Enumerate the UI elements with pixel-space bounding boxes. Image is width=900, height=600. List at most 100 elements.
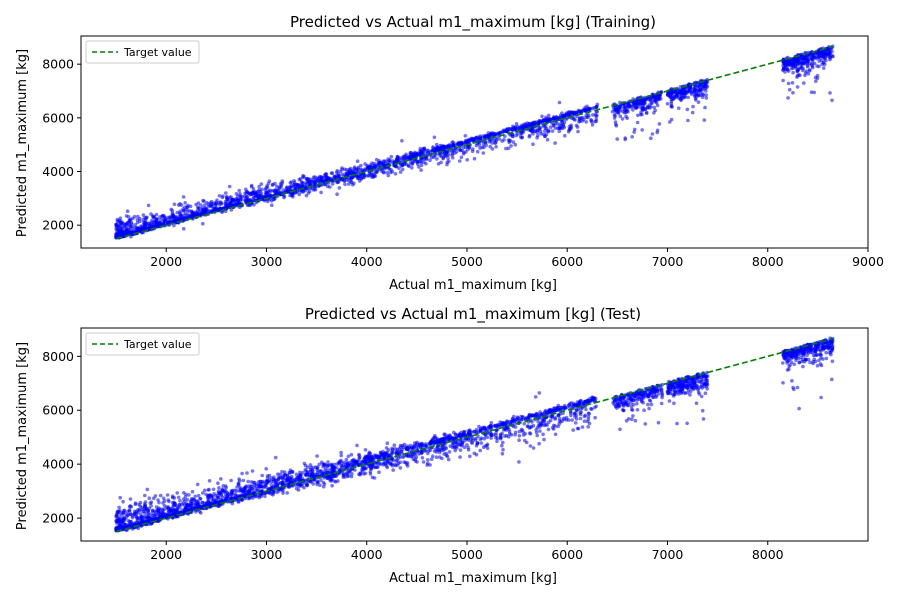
scatter-point (145, 487, 150, 492)
scatter-point (344, 457, 349, 462)
scatter-point (644, 111, 649, 115)
scatter-point (196, 493, 201, 498)
scatter-point (450, 140, 455, 145)
scatter-point (431, 148, 435, 153)
scatter-point (803, 59, 808, 64)
scatter-point (649, 136, 653, 140)
scatter-point (640, 112, 644, 117)
scatter-point (486, 133, 491, 137)
scatter-point (397, 166, 401, 170)
scatter-point (506, 146, 511, 151)
scatter-point (795, 60, 800, 65)
y-tick-label: 6000 (42, 110, 74, 125)
scatter-point (498, 435, 503, 440)
scatter-point (475, 441, 480, 446)
scatter-point (162, 219, 167, 224)
scatter-point (304, 483, 309, 488)
scatter-point (632, 127, 637, 132)
scatter-point (127, 504, 132, 509)
scatter-point (390, 462, 394, 466)
scatter-point (631, 108, 635, 112)
scatter-point (319, 175, 323, 179)
scatter-point (508, 138, 512, 143)
scatter-point (343, 182, 347, 187)
scatter-point (171, 212, 175, 217)
scatter-point (479, 441, 484, 445)
scatter-point (511, 140, 516, 144)
scatter-point (172, 202, 177, 207)
scatter-point (500, 443, 504, 448)
scatter-point (252, 203, 256, 207)
scatter-point (233, 200, 238, 204)
scatter-point (234, 192, 239, 196)
scatter-point (295, 183, 300, 187)
scatter-point (438, 154, 442, 158)
scatter-point (690, 110, 695, 115)
scatter-point (514, 122, 519, 126)
scatter-point (429, 457, 434, 462)
scatter-point (330, 171, 335, 175)
chart-title: Predicted vs Actual m1_maximum [kg] (Tes… (305, 305, 641, 324)
scatter-point (319, 190, 323, 195)
scatter-point (248, 192, 253, 197)
scatter-point (165, 493, 170, 497)
scatter-point (249, 184, 254, 189)
scatter-point (457, 159, 462, 163)
scatter-point (593, 415, 597, 420)
scatter-point (517, 429, 522, 434)
scatter-point (199, 511, 203, 515)
scatter-point (535, 425, 540, 430)
scatter-point (299, 180, 304, 184)
x-tick-label: 4000 (351, 254, 383, 269)
scatter-point (335, 169, 340, 173)
scatter-point (377, 470, 381, 475)
scatter-point (626, 104, 630, 108)
scatter-point (385, 170, 390, 175)
scatter-point (367, 166, 372, 171)
scatter-point (586, 411, 591, 416)
scatter-point (261, 479, 265, 484)
scatter-point (610, 109, 615, 114)
scatter-point (406, 163, 411, 168)
scatter-point (694, 98, 698, 102)
scatter-point (305, 177, 310, 182)
scatter-point (313, 187, 318, 192)
scatter-point (297, 192, 302, 197)
training-subplot: Predicted vs Actual m1_maximum [kg] (Tra… (15, 13, 884, 293)
scatter-point (237, 188, 241, 193)
scatter-point (256, 195, 261, 199)
scatter-point (557, 100, 562, 105)
scatter-point (546, 128, 551, 133)
scatter-point (830, 98, 834, 103)
scatter-point (553, 141, 557, 145)
scatter-point (423, 150, 427, 155)
scatter-point (409, 454, 414, 458)
scatter-point (257, 184, 261, 189)
scatter-point (260, 473, 265, 478)
scatter-point (358, 174, 363, 179)
scatter-point (409, 151, 413, 155)
scatter-point (547, 420, 551, 425)
scatter-point (367, 171, 372, 176)
scatter-point (390, 450, 394, 455)
scatter-point (592, 106, 596, 110)
scatter-point (808, 61, 812, 66)
scatter-point (150, 220, 154, 225)
scatter-point (138, 219, 142, 223)
scatter-point (813, 75, 818, 80)
scatter-point (676, 106, 681, 110)
scatter-point (586, 414, 591, 419)
scatter-point (530, 413, 534, 418)
scatter-point (471, 147, 475, 151)
scatter-point (422, 160, 426, 164)
scatter-point (129, 222, 134, 226)
scatter-point (488, 144, 493, 149)
scatter-point (503, 434, 507, 438)
scatter-point (374, 170, 378, 174)
scatter-point (520, 135, 524, 139)
scatter-point (586, 425, 590, 429)
test-subplot: Predicted vs Actual m1_maximum [kg] (Tes… (15, 305, 869, 586)
scatter-point (590, 120, 594, 124)
